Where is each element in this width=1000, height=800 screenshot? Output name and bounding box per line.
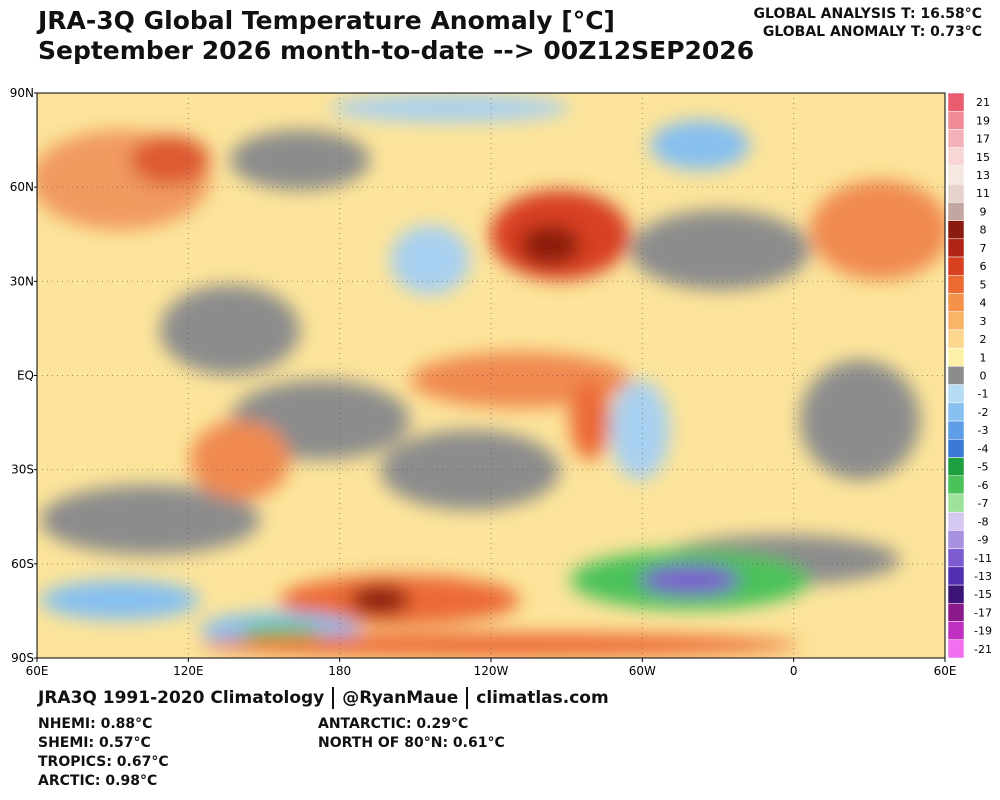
colorbar-label: 6 [980,260,987,273]
colorbar-label: -9 [978,534,989,547]
lon-label: 120W [474,664,509,678]
colorbar-label: -17 [974,606,992,619]
credit: @RyanMaue [342,688,459,708]
colorbar-label: 5 [980,278,987,291]
colorbar-swatch [947,402,965,422]
colorbar-swatch [947,147,965,167]
colorbar-swatch [947,366,965,385]
colorbar-label: 4 [980,297,987,310]
colorbar-swatch [947,238,965,258]
colorbar-label: 1 [980,351,987,364]
subtitle: September 2026 month-to-date --> 00Z12SE… [38,36,755,65]
stat: ARCTIC: 0.98°C [38,773,158,789]
colorbar-swatch [947,110,965,130]
separator [466,687,469,709]
colorbar-swatch [947,584,965,604]
global-anomaly: GLOBAL ANOMALY T: 0.73°C [762,24,982,40]
lon-label: 120E [173,664,204,678]
lat-label: 90N [10,86,34,100]
separator [332,687,335,709]
lon-label: 60W [629,664,656,678]
colorbar-swatch [947,384,965,404]
colorbar-label: -1 [978,388,989,401]
colorbar-swatch [947,420,965,440]
colorbar-swatch [947,92,965,112]
stat: NORTH OF 80°N: 0.61°C [318,735,505,751]
credit: climatlas.com [476,688,609,708]
lat-label: 30S [11,463,34,477]
colorbar-swatch [947,220,965,240]
colorbar-swatch [947,129,965,148]
colorbar-label: -3 [978,424,989,437]
colorbar-label: 0 [980,370,987,383]
colorbar-swatch [947,202,965,221]
colorbar-label: -8 [978,515,989,528]
lat-label: 60S [11,557,34,571]
colorbar-swatch [947,475,965,495]
lon-label: 60E [26,664,49,678]
colorbar-label: 2 [980,333,987,346]
colorbar-label: 21 [976,96,990,109]
colorbar-label: -13 [974,570,992,583]
colorbar-label: 7 [980,242,987,255]
stat: SHEMI: 0.57°C [38,735,151,751]
lat-label: 90S [11,651,34,665]
credit: JRA3Q 1991-2020 Climatology [38,688,325,708]
colorbar-swatch [947,275,965,294]
colorbar-label: -2 [978,406,989,419]
colorbar-label: -11 [974,552,992,565]
colorbar-label: 19 [976,114,990,127]
lat-label: 60N [10,180,34,194]
colorbar-swatch [947,183,965,203]
lon-label: 180 [328,664,351,678]
stat: NHEMI: 0.88°C [38,716,153,732]
colorbar-swatch [947,566,965,586]
colorbar-swatch [947,621,965,641]
colorbar-label: -21 [974,643,992,656]
global-analysis: GLOBAL ANALYSIS T: 16.58°C [753,6,982,22]
colorbar-label: 13 [976,169,990,182]
lat-label: EQ [17,369,34,383]
colorbar-label: -4 [978,442,989,455]
colorbar-label: -6 [978,479,989,492]
lon-label: 60E [934,664,957,678]
colorbar-label: -15 [974,588,992,601]
colorbar-swatch [947,493,965,513]
colorbar-label: 9 [980,205,987,218]
stat: ANTARCTIC: 0.29°C [318,716,469,732]
colorbar-label: 3 [980,315,987,328]
colorbar-label: -7 [978,497,989,510]
colorbar-swatch [947,347,965,367]
colorbar-swatch [947,439,965,458]
colorbar-label: -5 [978,461,989,474]
colorbar-label: -19 [974,625,992,638]
colorbar-label: 15 [976,151,990,164]
colorbar-swatch [947,165,965,185]
colorbar-swatch [947,457,965,476]
colorbar-swatch [947,329,965,349]
lon-label: 0 [790,664,798,678]
credits: JRA3Q 1991-2020 Climatology @RyanMaue clim… [38,687,609,709]
colorbar-label: 8 [980,224,987,237]
colorbar-swatch [947,256,965,276]
colorbar-label: 11 [976,187,990,200]
title: JRA-3Q Global Temperature Anomaly [°C] [38,6,615,35]
colorbar-swatch [947,530,965,549]
colorbar-swatch [947,639,965,659]
colorbar-label: 17 [976,133,990,146]
colorbar-swatch [947,511,965,531]
colorbar-swatch [947,311,965,331]
colorbar-swatch [947,548,965,568]
colorbar-swatch [947,603,965,622]
lat-label: 30N [10,274,34,288]
stat: TROPICS: 0.67°C [38,754,169,770]
colorbar-swatch [947,293,965,312]
